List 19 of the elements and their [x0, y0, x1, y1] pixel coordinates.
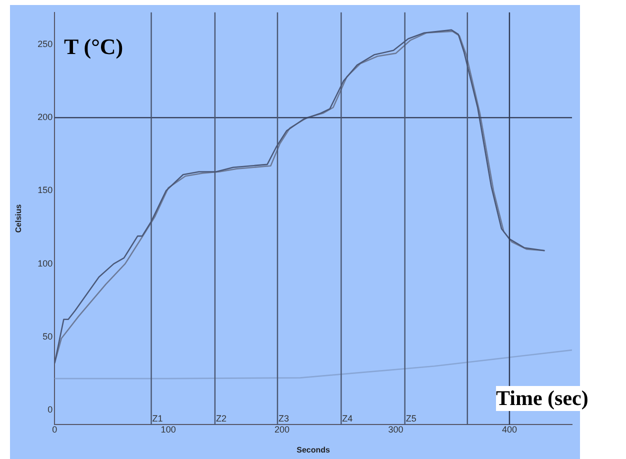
- y-tick-label: 200: [38, 112, 53, 122]
- y-tick-label: 50: [42, 331, 53, 342]
- ref-line-label: Z5: [406, 414, 416, 424]
- ref-line-label: Z1: [152, 414, 163, 424]
- x-tick-label: 200: [274, 424, 290, 434]
- y-tick-label: 100: [38, 258, 53, 268]
- y-tick-label: 0: [48, 404, 53, 414]
- x-axis-title: Seconds: [296, 445, 331, 454]
- annotation: T (°C): [64, 34, 124, 60]
- y-tick-label: 150: [38, 185, 53, 196]
- ref-line-label: Z4: [342, 414, 353, 424]
- x-tick-label: 400: [502, 424, 517, 434]
- y-axis-title: Celsius: [14, 204, 24, 233]
- ref-line-label: Z2: [216, 414, 226, 424]
- x-tick-label: 300: [388, 424, 404, 434]
- annotation: Time (sec): [496, 386, 588, 411]
- ref-line-label: Z3: [278, 414, 290, 424]
- y-tick-label: 250: [38, 39, 53, 50]
- x-tick-label: 100: [160, 424, 176, 434]
